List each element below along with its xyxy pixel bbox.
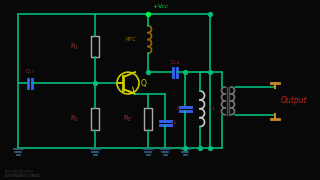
Text: Q: Q: [141, 79, 147, 88]
Text: R$_1$: R$_1$: [70, 41, 80, 52]
Text: C$_{C2}$: C$_{C2}$: [170, 58, 180, 67]
Text: +V$_{CC}$: +V$_{CC}$: [152, 2, 170, 11]
Text: R$_2$: R$_2$: [70, 114, 80, 124]
Text: C$_{C1}$: C$_{C1}$: [25, 67, 35, 76]
Text: SCREENCAST-O-MATIC: SCREENCAST-O-MATIC: [5, 174, 41, 178]
Text: R$_E$: R$_E$: [123, 114, 133, 124]
Text: RFC: RFC: [125, 37, 136, 42]
Text: C: C: [177, 106, 181, 111]
Bar: [91, 36, 99, 57]
Text: C$_E$: C$_E$: [170, 118, 178, 127]
Text: Output: Output: [281, 96, 308, 105]
Text: RECORDED WITH: RECORDED WITH: [5, 170, 33, 174]
Bar: [91, 108, 99, 130]
Bar: [144, 108, 152, 130]
Text: L$_1$: L$_1$: [208, 104, 216, 113]
